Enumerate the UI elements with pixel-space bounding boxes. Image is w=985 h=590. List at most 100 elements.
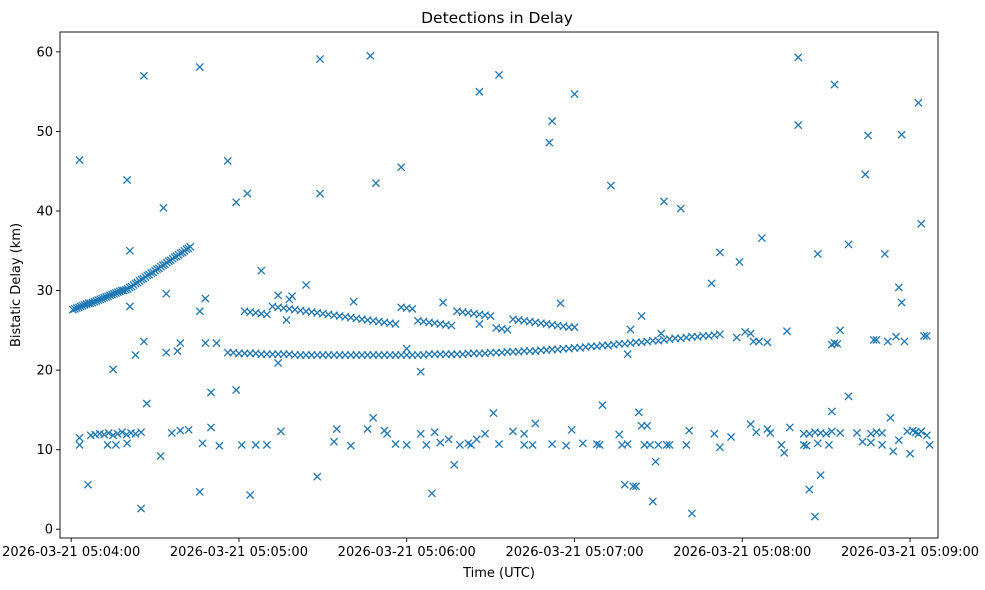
data-point-marker — [578, 439, 587, 448]
data-point-marker — [548, 117, 557, 126]
data-point-marker — [162, 348, 171, 357]
data-point-marker — [282, 315, 291, 325]
data-point-marker — [813, 439, 822, 448]
data-point-marker — [657, 329, 666, 338]
data-point-marker — [754, 337, 764, 346]
data-point-marker — [905, 449, 915, 458]
data-point-marker — [391, 319, 400, 329]
data-point-marker — [444, 435, 453, 444]
chart-title: Detections in Delay — [421, 9, 573, 27]
data-point-marker — [472, 435, 481, 444]
x-tick-label: 2026-03-21 05:04:00 — [2, 545, 140, 560]
data-point-marker — [159, 203, 168, 212]
data-point-marker — [103, 440, 112, 449]
data-point-marker — [763, 424, 772, 434]
data-point-marker — [643, 421, 652, 430]
data-point-marker — [802, 441, 811, 450]
data-point-marker — [121, 285, 130, 294]
data-point-marker — [447, 321, 456, 330]
data-point-marker — [427, 489, 436, 498]
data-point-marker — [206, 423, 216, 432]
data-point-marker — [232, 198, 241, 207]
data-point-marker — [131, 350, 140, 360]
x-tick-label: 2026-03-21 05:08:00 — [673, 545, 811, 560]
data-point-marker — [251, 440, 260, 449]
data-point-marker — [315, 54, 325, 64]
data-point-marker — [615, 430, 624, 439]
data-point-marker — [900, 337, 909, 346]
data-point-marker — [223, 156, 232, 165]
y-tick-label: 0 — [45, 523, 53, 538]
data-point-marker — [651, 457, 660, 466]
data-point-marker — [480, 429, 490, 438]
data-point-marker — [139, 337, 148, 346]
data-point-marker — [746, 420, 755, 429]
x-axis-label: Time (UTC) — [462, 566, 535, 581]
plot-area — [59, 31, 939, 539]
data-point-marker — [844, 392, 853, 401]
data-point-marker — [816, 471, 825, 480]
data-point-marker — [830, 80, 839, 89]
data-point-marker — [858, 437, 867, 446]
data-point-marker — [274, 358, 283, 368]
data-point-marker — [707, 279, 716, 288]
data-point-marker — [137, 428, 146, 437]
data-point-marker — [824, 440, 834, 449]
data-point-marker — [836, 428, 845, 438]
data-point-marker — [782, 327, 792, 336]
data-point-marker — [623, 350, 632, 359]
data-point-marker — [118, 428, 127, 437]
data-point-marker — [182, 245, 191, 254]
y-axis: 0 10 20 30 40 50 60 — [36, 45, 60, 538]
data-point-marker — [274, 291, 283, 300]
x-tick-label: 2026-03-21 05:07:00 — [505, 545, 643, 560]
data-point-marker — [137, 275, 146, 284]
data-point-marker — [735, 257, 744, 266]
data-point-marker — [422, 440, 431, 449]
data-point-marker — [528, 440, 537, 449]
data-point-marker — [83, 480, 93, 489]
data-point-marker — [173, 346, 182, 356]
data-point-marker — [878, 428, 887, 438]
data-point-marker — [125, 302, 134, 311]
data-point-marker — [727, 432, 736, 442]
data-point-marker — [889, 447, 898, 456]
data-point-marker — [665, 440, 674, 449]
data-point-marker — [556, 299, 565, 308]
data-point-marker — [75, 156, 84, 165]
data-point-marker — [494, 70, 504, 80]
data-point-marker — [520, 429, 529, 438]
data-point-marker — [687, 509, 696, 518]
data-point-marker — [198, 439, 207, 448]
data-point-marker — [637, 311, 646, 321]
x-tick-label: 2026-03-21 05:06:00 — [338, 545, 476, 560]
data-point-marker — [113, 429, 122, 438]
data-point-marker — [922, 331, 931, 340]
data-point-marker — [142, 399, 151, 408]
data-point-marker — [156, 451, 165, 461]
data-point-marker — [891, 332, 901, 341]
y-tick-label: 10 — [36, 443, 53, 458]
data-point-marker — [122, 430, 131, 439]
data-point-marker — [562, 441, 571, 450]
data-point-marker — [886, 413, 895, 422]
data-point-marker — [366, 51, 375, 60]
data-point-marker — [164, 257, 173, 266]
data-point-marker — [152, 265, 162, 274]
data-point-marker — [606, 181, 615, 190]
data-point-marker — [917, 219, 926, 228]
data-point-marker — [237, 440, 246, 449]
data-point-marker — [813, 249, 822, 259]
data-point-marker — [109, 365, 118, 374]
data-point-marker — [369, 413, 378, 422]
data-point-marker — [570, 323, 579, 332]
data-point-marker — [131, 279, 140, 288]
data-point-marker — [682, 440, 691, 449]
data-point-marker — [752, 428, 761, 437]
data-point-marker — [631, 482, 641, 491]
data-point-marker — [883, 337, 892, 346]
x-tick-label: 2026-03-21 05:05:00 — [170, 545, 308, 560]
data-point-marker — [170, 253, 179, 262]
data-point-marker — [402, 440, 411, 449]
